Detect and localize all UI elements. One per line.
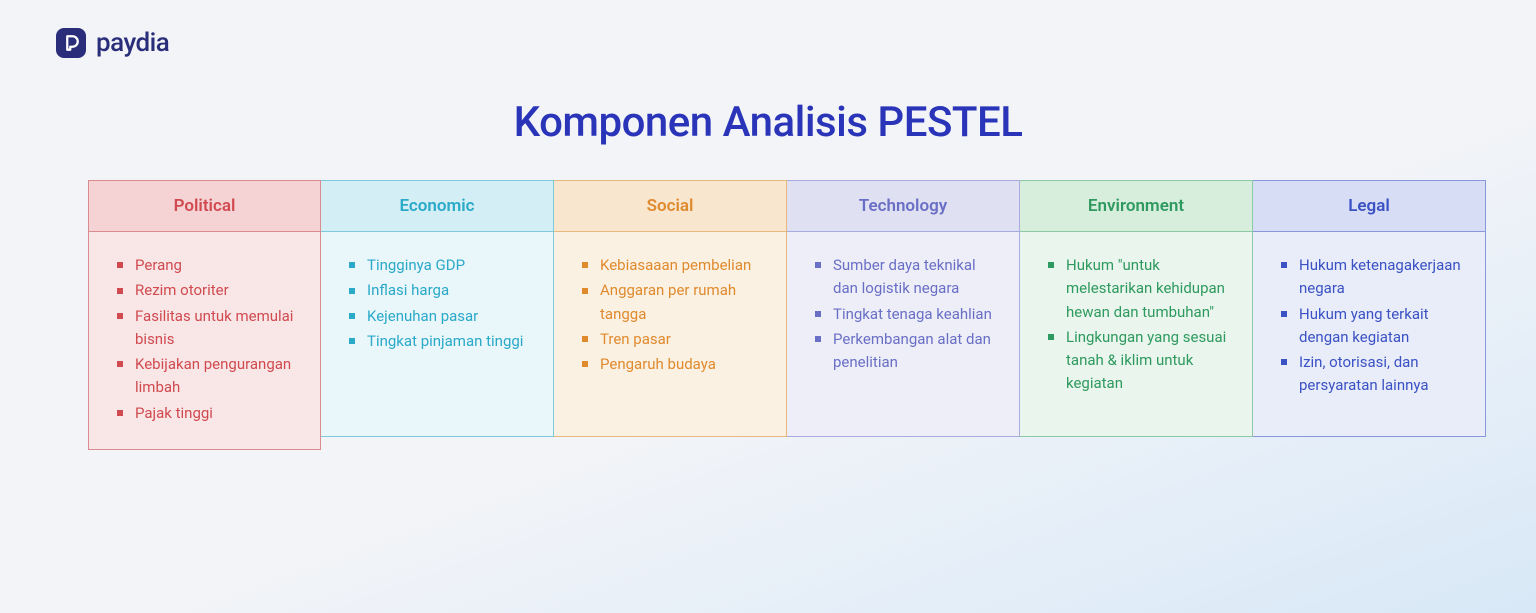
column-body-social: Kebiasaaan pembelianAnggaran per rumah t… <box>554 232 787 437</box>
list-item: Tren pasar <box>582 328 766 351</box>
list-item: Kejenuhan pasar <box>349 305 533 328</box>
column-body-political: PerangRezim otoriter Fasilitas untuk memu… <box>88 232 321 450</box>
list-item: Kebijakan pengurangan limbah <box>117 353 300 400</box>
pestel-column-economic: Economic Tingginya GDPInflasi harga Kejenu… <box>321 180 554 450</box>
pestel-column-social: Social Kebiasaaan pembelianAnggaran per r… <box>554 180 787 450</box>
pestel-column-political: Political PerangRezim otoriter Fasilitas u… <box>88 180 321 450</box>
list-item: Inflasi harga <box>349 279 533 302</box>
brand-logo-mark <box>56 28 86 58</box>
list-item: Hukum "untuk melestarikan kehidupan hewa… <box>1048 254 1232 324</box>
column-body-technology: Sumber daya teknikal dan logistik negara… <box>787 232 1020 437</box>
pestel-column-environment: Environment Hukum "untuk melestarikan keh… <box>1020 180 1253 450</box>
column-list-social: Kebiasaaan pembelianAnggaran per rumah t… <box>582 254 766 376</box>
brand-logo: paydia <box>56 28 169 58</box>
list-item: Pajak tinggi <box>117 402 300 425</box>
pestel-table: Political PerangRezim otoriter Fasilitas u… <box>88 180 1486 450</box>
list-item: Lingkungan yang sesuai tanah & iklim unt… <box>1048 326 1232 396</box>
list-item: Tingkat pinjaman tinggi <box>349 330 533 353</box>
list-item: Perang <box>117 254 300 277</box>
column-list-economic: Tingginya GDPInflasi harga Kejenuhan pasa… <box>349 254 533 353</box>
column-list-legal: Hukum ketenagakerjaan negaraHukum yang t… <box>1281 254 1465 398</box>
column-header-technology: Technology <box>787 180 1020 232</box>
list-item: Hukum ketenagakerjaan negara <box>1281 254 1465 301</box>
brand-name: paydia <box>96 28 169 58</box>
column-header-social: Social <box>554 180 787 232</box>
list-item: Hukum yang terkait dengan kegiatan <box>1281 303 1465 350</box>
list-item: Perkembangan alat dan penelitian <box>815 328 999 375</box>
column-body-environment: Hukum "untuk melestarikan kehidupan hewa… <box>1020 232 1253 437</box>
column-body-legal: Hukum ketenagakerjaan negaraHukum yang t… <box>1253 232 1486 437</box>
column-header-political: Political <box>88 180 321 232</box>
list-item: Tingkat tenaga keahlian <box>815 303 999 326</box>
column-body-economic: Tingginya GDPInflasi harga Kejenuhan pasa… <box>321 232 554 437</box>
list-item: Fasilitas untuk memulai bisnis <box>117 305 300 352</box>
page-title: Komponen Analisis PESTEL <box>0 98 1536 147</box>
column-header-economic: Economic <box>321 180 554 232</box>
column-list-environment: Hukum "untuk melestarikan kehidupan hewa… <box>1048 254 1232 396</box>
list-item: Pengaruh budaya <box>582 353 766 376</box>
column-header-legal: Legal <box>1253 180 1486 232</box>
list-item: Rezim otoriter <box>117 279 300 302</box>
list-item: Sumber daya teknikal dan logistik negara <box>815 254 999 301</box>
column-list-political: PerangRezim otoriter Fasilitas untuk memu… <box>117 254 300 425</box>
pestel-column-technology: Technology Sumber daya teknikal dan logis… <box>787 180 1020 450</box>
column-list-technology: Sumber daya teknikal dan logistik negara… <box>815 254 999 374</box>
list-item: Kebiasaaan pembelian <box>582 254 766 277</box>
list-item: Tingginya GDP <box>349 254 533 277</box>
list-item: Anggaran per rumah tangga <box>582 279 766 326</box>
list-item: Izin, otorisasi, dan persyaratan lainnya <box>1281 351 1465 398</box>
pestel-column-legal: Legal Hukum ketenagakerjaan negaraHukum y… <box>1253 180 1486 450</box>
column-header-environment: Environment <box>1020 180 1253 232</box>
